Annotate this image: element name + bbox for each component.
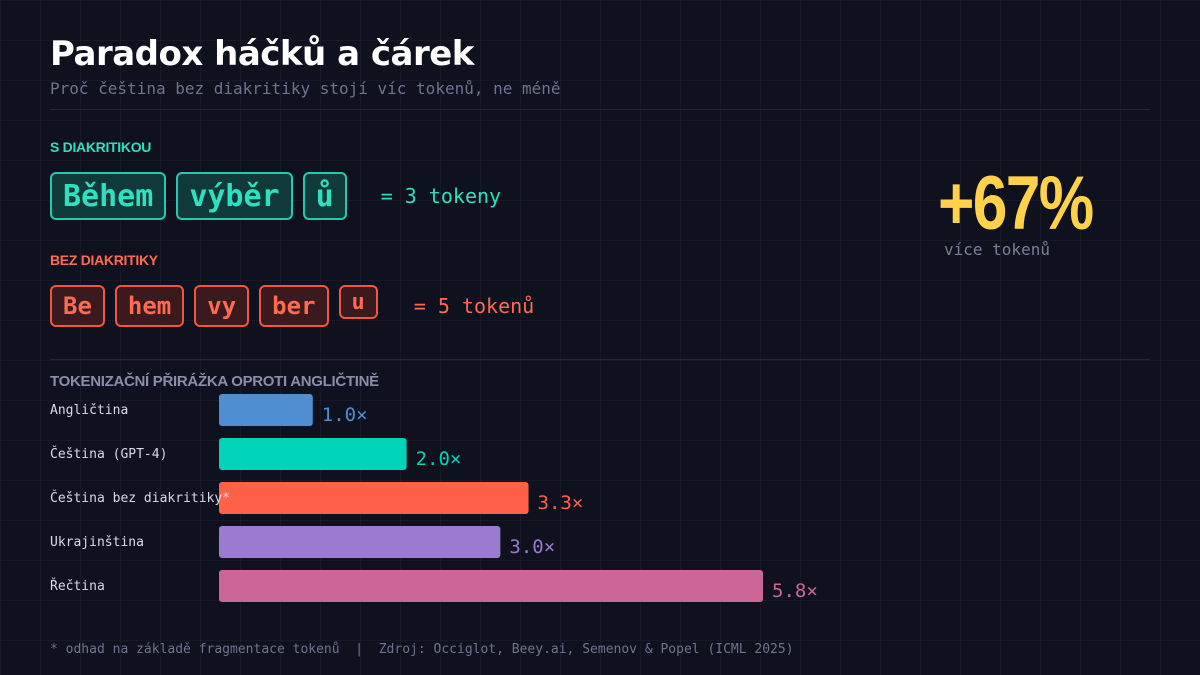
chart-title: TOKENIZAČNÍ PŘIRÁŽKA OPROTI ANGLIČTINĚ	[50, 373, 379, 390]
value-label: 1.0×	[322, 404, 368, 426]
category-label: Čeština (GPT-4)	[50, 446, 167, 462]
token-chip: hem	[114, 285, 185, 327]
value-label: 3.3×	[538, 492, 584, 514]
token-chip: výběr	[176, 172, 293, 220]
with-diacritics-count: = 3 tokeny	[380, 184, 502, 208]
chart-divider	[50, 359, 1150, 360]
category-label: Řečtina	[50, 578, 105, 594]
value-label: 5.8×	[772, 580, 818, 602]
token-chip: vy	[194, 285, 250, 327]
without-diacritics-label: BEZ DIAKRITIKY	[50, 252, 158, 268]
value-label: 2.0×	[416, 448, 462, 470]
token-chip: Be	[50, 285, 105, 327]
token-increase-value: +67%	[938, 161, 1094, 246]
token-chip: u	[338, 285, 378, 319]
with-diacritics-tokens: Během výběr ů = 3 tokeny	[50, 172, 501, 220]
without-diacritics-count: = 5 tokenů	[413, 294, 535, 318]
without-diacritics-tokens: Be hem vy ber u = 5 tokenů	[50, 285, 534, 327]
bar-4	[219, 570, 763, 602]
bar-2	[219, 482, 529, 514]
page-subtitle: Proč čeština bez diakritiky stojí víc to…	[50, 79, 561, 98]
footer-source: * odhad na základě fragmentace tokenů | …	[50, 642, 794, 657]
category-label: Čeština bez diakritiky*	[50, 490, 230, 506]
with-diacritics-label: S DIAKRITIKOU	[50, 139, 152, 155]
value-label: 3.0×	[509, 536, 555, 558]
category-label: Angličtina	[50, 403, 128, 418]
token-chip: ber	[259, 285, 329, 327]
category-label: Ukrajinština	[50, 535, 144, 550]
bar-1	[219, 438, 407, 470]
bar-3	[219, 526, 501, 558]
page-title: Paradox háčků a čárek	[50, 34, 474, 74]
header-divider	[50, 109, 1150, 110]
bar-0	[219, 394, 313, 426]
token-increase-label: více tokenů	[944, 240, 1050, 259]
token-chip: Během	[50, 172, 167, 220]
token-chip: ů	[302, 172, 347, 220]
